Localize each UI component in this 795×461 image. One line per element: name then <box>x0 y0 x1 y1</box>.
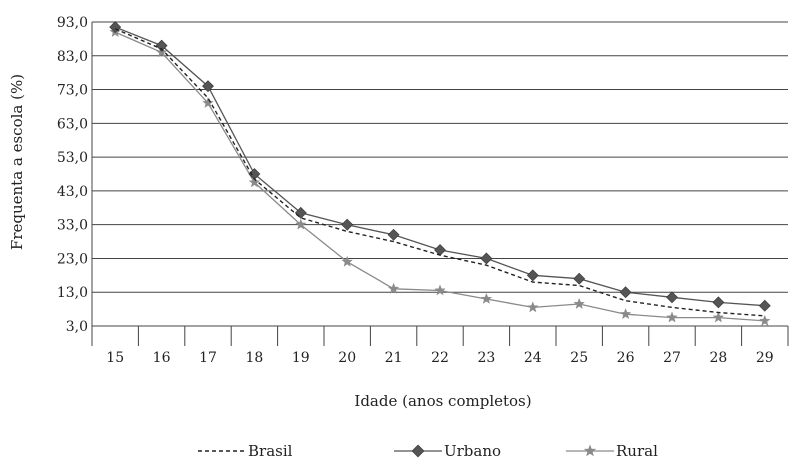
data-point <box>619 308 632 320</box>
y-tick-label: 43,0 <box>57 184 88 200</box>
data-point <box>712 296 725 309</box>
y-tick-label: 53,0 <box>57 150 88 166</box>
data-point <box>480 292 493 304</box>
legend-label: Urbano <box>444 442 501 460</box>
x-tick-label: 29 <box>756 350 774 366</box>
x-tick-label: 18 <box>245 350 263 366</box>
data-point <box>758 299 771 312</box>
x-tick-label: 17 <box>199 350 217 366</box>
series-urbano <box>109 21 771 312</box>
data-point <box>341 255 353 267</box>
data-point <box>526 269 539 282</box>
data-point <box>480 252 493 265</box>
legend-marker <box>411 444 425 458</box>
data-point <box>527 301 539 313</box>
x-tick-label: 20 <box>338 350 356 366</box>
data-point <box>155 46 168 58</box>
x-tick-label: 28 <box>709 350 727 366</box>
data-point <box>666 291 678 304</box>
x-tick-label: 25 <box>570 350 588 366</box>
y-tick-label: 73,0 <box>57 83 88 99</box>
data-point <box>666 311 678 323</box>
legend-item-urbano: Urbano <box>394 442 501 460</box>
data-point <box>759 314 771 326</box>
data-point <box>155 39 168 52</box>
data-point <box>202 97 214 108</box>
series-line-urbano <box>114 26 765 307</box>
y-tick-label: 33,0 <box>57 218 88 234</box>
x-tick-label: 16 <box>153 350 171 366</box>
legend-label: Rural <box>616 442 658 460</box>
y-tick-label: 13,0 <box>57 285 88 301</box>
data-point <box>387 228 400 241</box>
x-tick-label: 26 <box>617 350 635 366</box>
data-point <box>387 282 400 294</box>
legend-item-rural: Rural <box>566 442 658 460</box>
series-line-rural <box>114 31 765 322</box>
series-line-brasil <box>114 28 765 317</box>
grid-lines <box>92 21 788 327</box>
y-tick-label: 63,0 <box>57 116 88 132</box>
x-tick-label: 19 <box>292 350 310 366</box>
legend: Brasil Urbano Rural <box>198 442 658 460</box>
data-point <box>619 286 632 299</box>
series-rural <box>109 26 771 326</box>
y-tick-label: 23,0 <box>57 251 88 267</box>
y-tick-label: 3,0 <box>66 319 88 335</box>
legend-label: Brasil <box>248 442 293 460</box>
series-brasil <box>114 28 765 317</box>
x-axis-title: Idade (anos completos) <box>354 392 531 410</box>
x-tick-label: 15 <box>106 350 124 366</box>
y-tick-label: 93,0 <box>57 15 88 31</box>
y-axis-ticks: 3,0 13,0 23,0 33,0 43,0 53,0 63,0 73,0 83,0 93,0 <box>57 15 88 335</box>
x-tick-label: 22 <box>431 350 449 366</box>
data-point <box>712 311 725 323</box>
plot-area <box>109 21 771 326</box>
x-axis: 15 16 17 18 19 20 21 22 23 24 25 26 27 28 29 <box>91 22 789 366</box>
x-tick-label: 24 <box>524 350 542 366</box>
legend-marker <box>583 444 597 457</box>
data-point <box>434 244 446 256</box>
data-point <box>341 218 354 231</box>
data-point <box>202 80 214 93</box>
data-point <box>573 297 585 309</box>
x-tick-label: 23 <box>477 350 495 366</box>
data-point <box>573 272 586 285</box>
legend-item-brasil: Brasil <box>198 442 293 460</box>
y-tick-label: 83,0 <box>57 49 88 65</box>
data-point <box>295 218 307 230</box>
data-point <box>434 284 446 296</box>
x-tick-label: 21 <box>385 350 403 366</box>
x-tick-label: 27 <box>663 350 681 366</box>
data-point <box>248 176 261 188</box>
y-axis-title: Frequenta a escola (%) <box>8 74 26 250</box>
